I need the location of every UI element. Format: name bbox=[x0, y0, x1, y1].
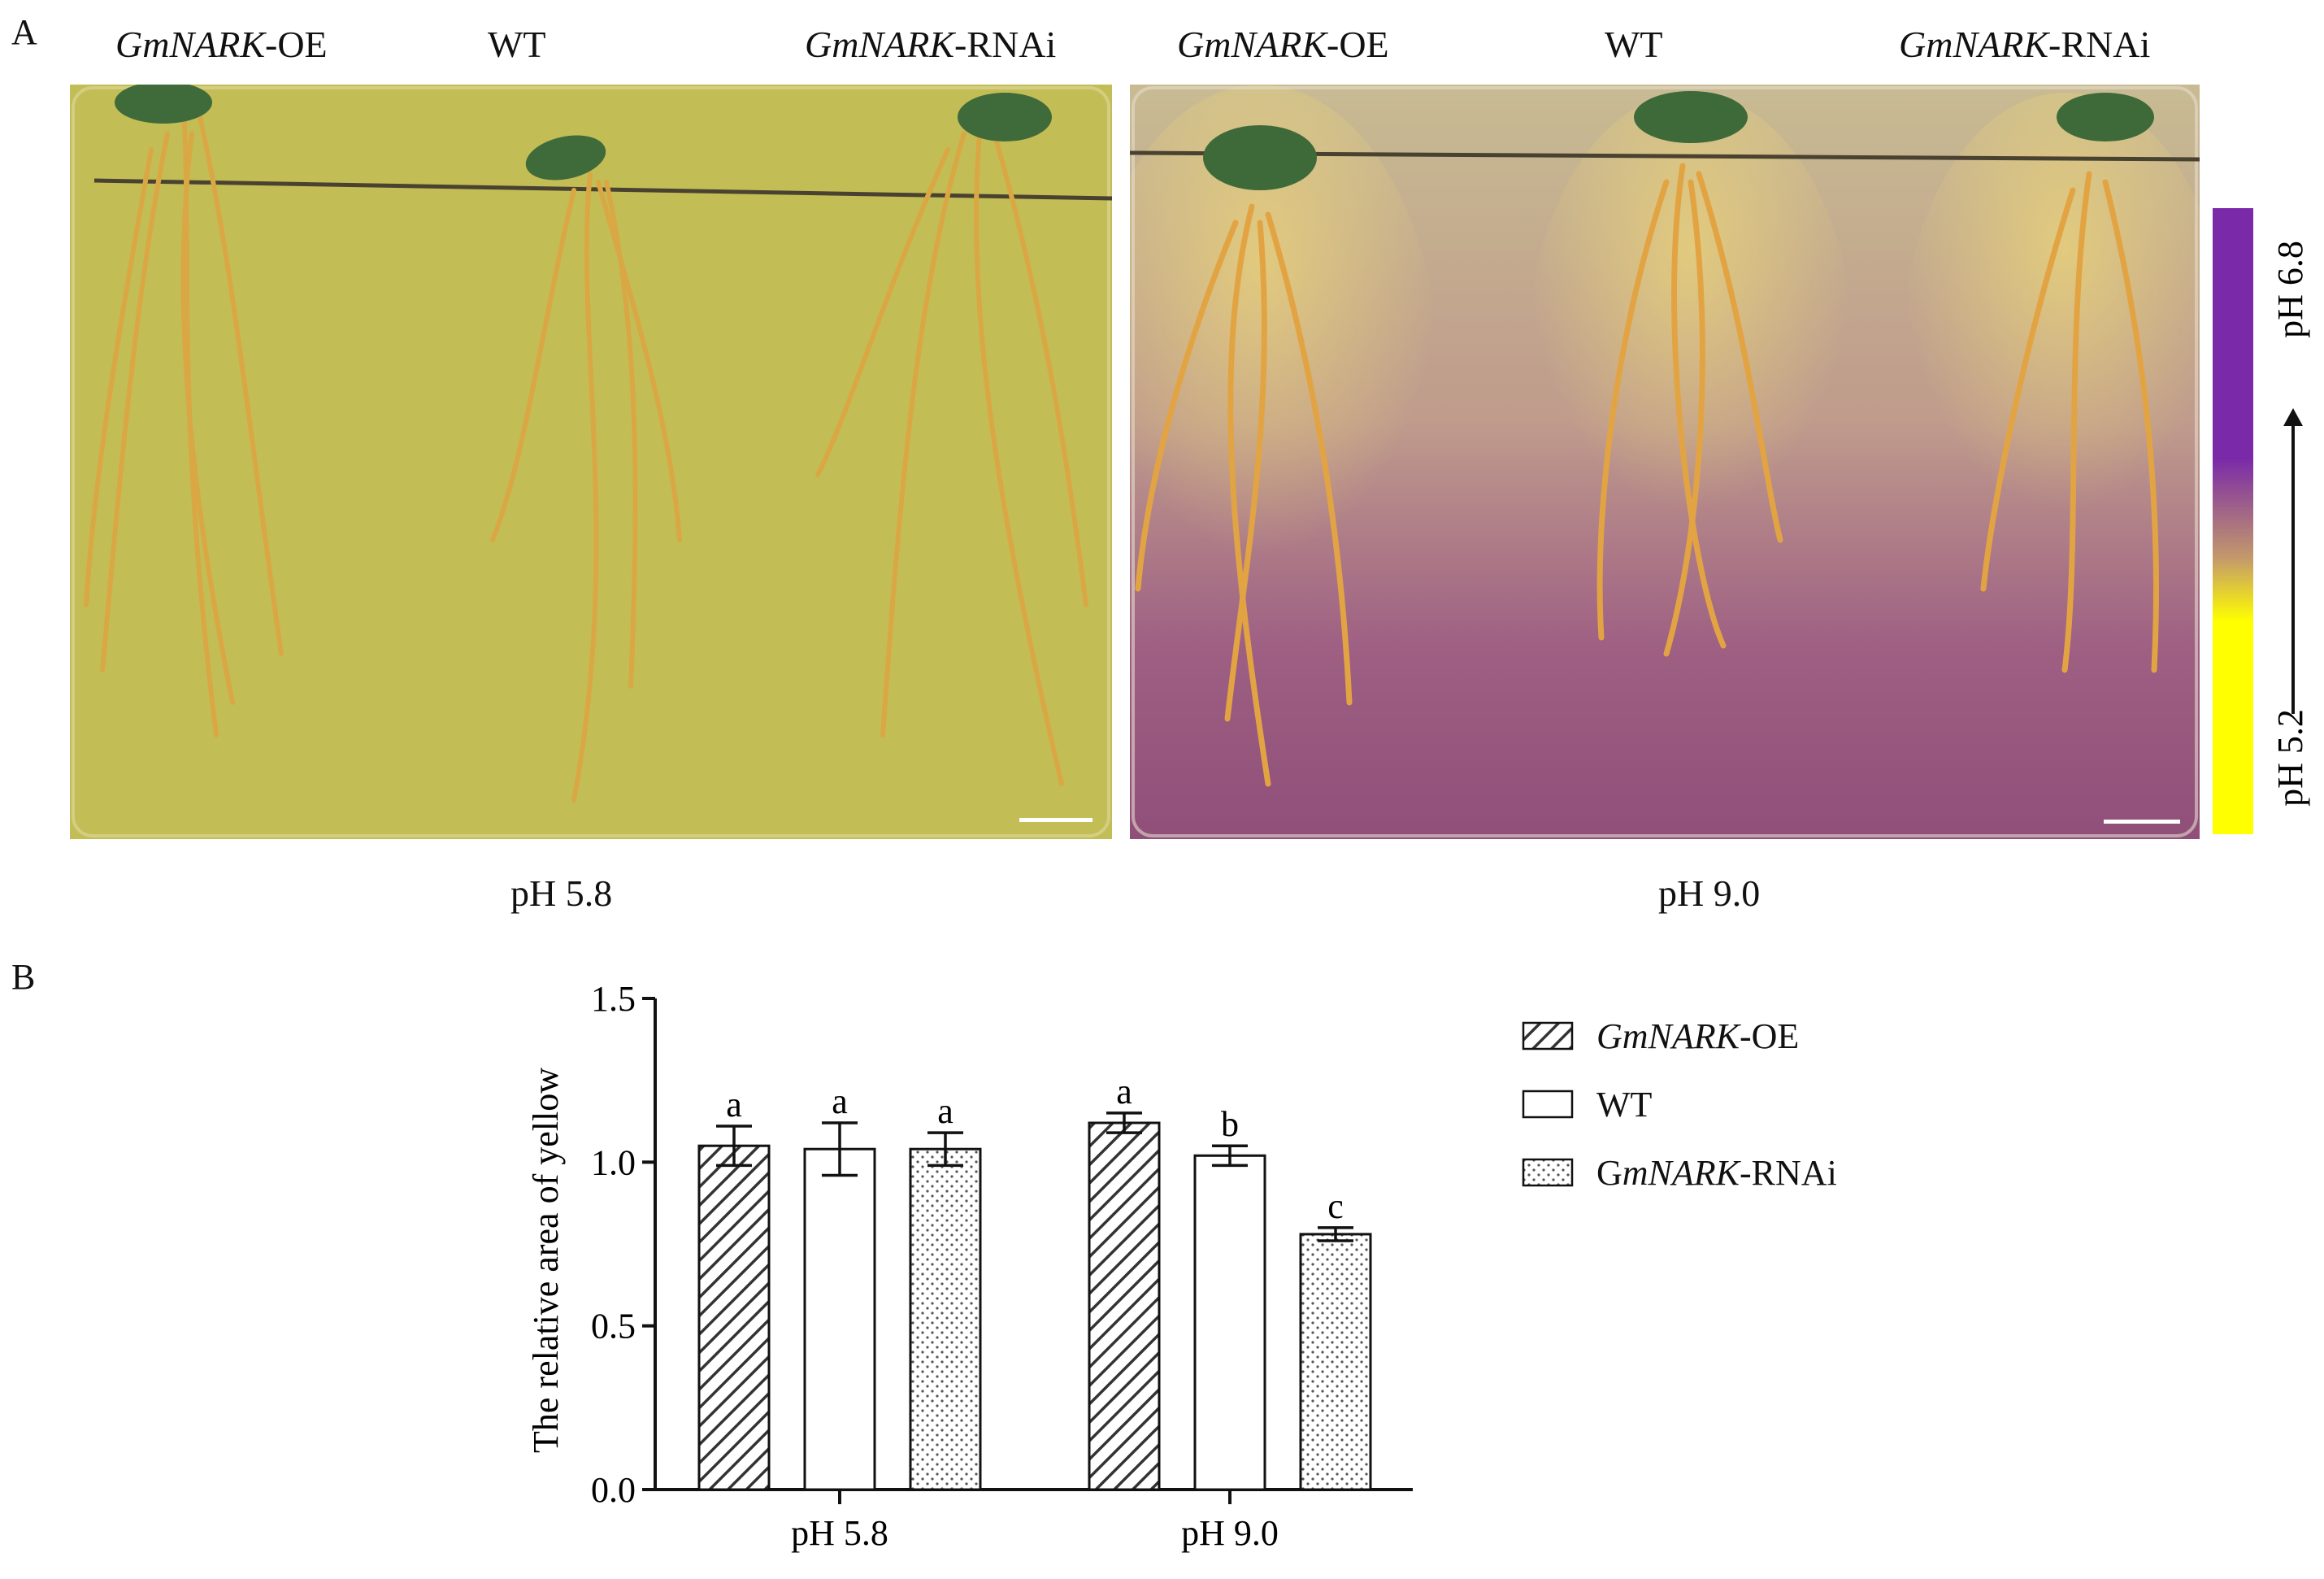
panel-b-letter: B bbox=[11, 957, 36, 997]
root-system-oe-5-8 bbox=[84, 107, 284, 737]
y-tick-label: 1.0 bbox=[591, 1142, 636, 1182]
right-plate-photo bbox=[1130, 85, 2200, 839]
left-plate-label-rnai: GmNARK-RNAi bbox=[805, 24, 1057, 65]
ph-scale-bottom-label: pH 5.2 bbox=[2270, 709, 2310, 807]
legend-swatch-hatch bbox=[1522, 1021, 1574, 1050]
root-system-rnai-9-0 bbox=[1980, 171, 2159, 673]
left-plate-label-oe: GmNARK-OE bbox=[115, 24, 328, 65]
panel-a-letter: A bbox=[11, 12, 37, 52]
significance-letter: b bbox=[1221, 1104, 1239, 1144]
right-plate-label-wt: WT bbox=[1605, 24, 1663, 65]
right-plate-label-oe: GmNARK-OE bbox=[1177, 24, 1389, 65]
chart-legend: GmNARK-OE WT GmNARK-RNAi bbox=[1522, 1002, 1837, 1207]
legend-swatch-dots bbox=[1522, 1158, 1574, 1187]
leaves-9-0 bbox=[1203, 91, 2154, 190]
y-tick-label: 0.0 bbox=[591, 1470, 636, 1510]
bar bbox=[1088, 1121, 1161, 1491]
right-plate-caption: pH 9.0 bbox=[1658, 872, 1761, 914]
legend-item-wt: WT bbox=[1522, 1070, 1837, 1138]
left-plate-caption: pH 5.8 bbox=[510, 872, 613, 914]
significance-letter: a bbox=[726, 1085, 742, 1124]
y-tick-label: 1.5 bbox=[591, 979, 636, 1019]
bar bbox=[1193, 1154, 1266, 1491]
ph-scale-top-label: pH 6.8 bbox=[2270, 241, 2310, 338]
left-plate-label-wt: WT bbox=[488, 24, 546, 65]
root-system-oe-9-0 bbox=[1135, 203, 1353, 787]
bar bbox=[1299, 1233, 1372, 1491]
bar bbox=[697, 1144, 771, 1491]
y-axis-label: The relative area of yellow bbox=[526, 1068, 566, 1453]
root-system-wt-5-8 bbox=[490, 172, 682, 803]
bar-chart: 0.0 0.5 1.0 1.5 a a a pH 5.8 a b c pH 9.0 The relat… bbox=[526, 979, 1413, 1553]
bar bbox=[803, 1147, 876, 1491]
ph-color-bar bbox=[2213, 208, 2253, 834]
legend-swatch-open bbox=[1522, 1090, 1574, 1119]
significance-letter: c bbox=[1327, 1186, 1344, 1226]
x-tick-label: pH 9.0 bbox=[1181, 1513, 1279, 1553]
legend-item-oe: GmNARK-OE bbox=[1522, 1002, 1837, 1070]
significance-letter: a bbox=[1116, 1072, 1132, 1111]
left-plate-photo bbox=[70, 85, 1112, 839]
x-tick-label: pH 5.8 bbox=[791, 1513, 888, 1553]
root-system-wt-9-0 bbox=[1596, 163, 1783, 657]
ph-scale-arrow bbox=[2283, 408, 2303, 714]
significance-letter: a bbox=[937, 1091, 953, 1131]
y-tick-label: 0.5 bbox=[591, 1307, 636, 1346]
root-system-rnai-5-8 bbox=[815, 123, 1088, 786]
bar bbox=[909, 1147, 982, 1491]
right-plate-label-rnai: GmNARK-RNAi bbox=[1899, 24, 2151, 65]
ph-scale-labels: pH 6.8 pH 5.2 bbox=[2270, 241, 2310, 807]
legend-item-rnai: GmNARK-RNAi bbox=[1522, 1138, 1837, 1207]
leaves-5-8 bbox=[115, 85, 1052, 181]
significance-letter: a bbox=[832, 1081, 848, 1121]
